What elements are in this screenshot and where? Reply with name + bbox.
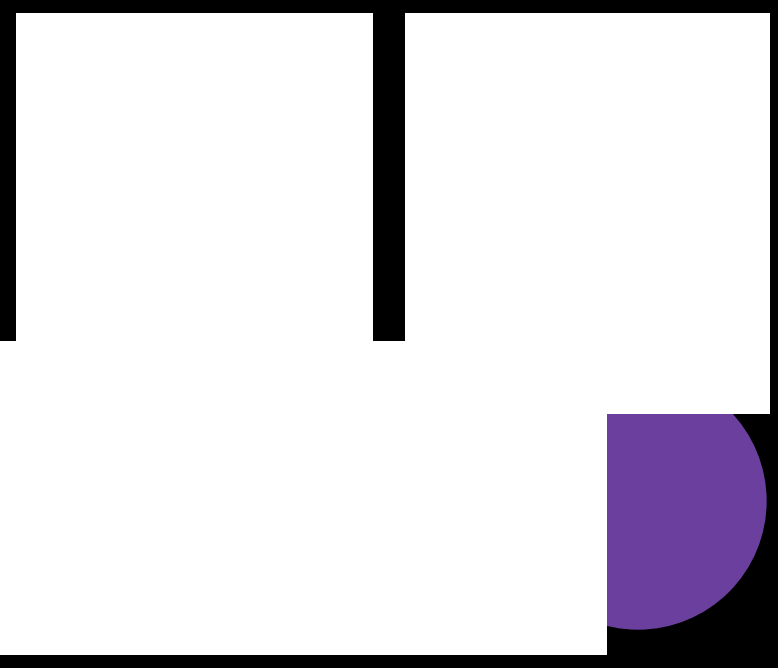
Text: 18%: 18% [464,570,492,582]
Text: 25%: 25% [331,469,359,482]
Text: 42%: 42% [244,518,272,531]
Wedge shape [370,371,436,494]
Text: 32%: 32% [244,271,272,284]
Wedge shape [436,373,482,494]
Text: 9%: 9% [127,573,147,587]
Wedge shape [202,132,339,190]
Text: 1%: 1% [164,395,184,409]
Wedge shape [171,371,179,494]
Wedge shape [48,371,171,591]
Text: 1%: 1% [195,81,216,94]
Legend: Biology, Chemistry & Biochemistry, Medicine, Physics, Materials, Computer Sci & : Biology, Chemistry & Biochemistry, Medic… [420,27,691,255]
Wedge shape [171,391,237,494]
Text: 7%: 7% [293,162,313,174]
Wedge shape [436,473,559,556]
Wedge shape [144,190,339,327]
Text: 3%: 3% [434,396,454,409]
Wedge shape [65,53,202,216]
Text: 8%: 8% [190,400,210,413]
Text: 15%: 15% [107,246,135,260]
Text: 3%: 3% [452,399,471,412]
Circle shape [510,373,766,629]
Wedge shape [424,494,542,617]
Wedge shape [95,494,171,617]
Wedge shape [202,56,308,190]
Wedge shape [202,103,326,190]
Text: 28%: 28% [109,118,137,132]
Text: 39%: 39% [70,458,98,471]
Text: 16%: 16% [493,430,521,443]
Text: 11%: 11% [240,96,268,108]
Wedge shape [68,190,202,314]
Text: 2%: 2% [205,82,225,95]
Wedge shape [202,53,228,190]
Text: 14%: 14% [374,567,402,580]
Wedge shape [202,53,211,190]
Text: 9%: 9% [400,399,419,412]
Wedge shape [436,380,557,494]
Wedge shape [171,371,237,494]
Wedge shape [171,391,237,494]
Text: 4%: 4% [279,129,299,142]
Wedge shape [436,371,459,494]
Text: 11%: 11% [513,504,541,517]
Wedge shape [313,391,436,562]
Wedge shape [333,494,436,617]
Wedge shape [159,391,294,617]
